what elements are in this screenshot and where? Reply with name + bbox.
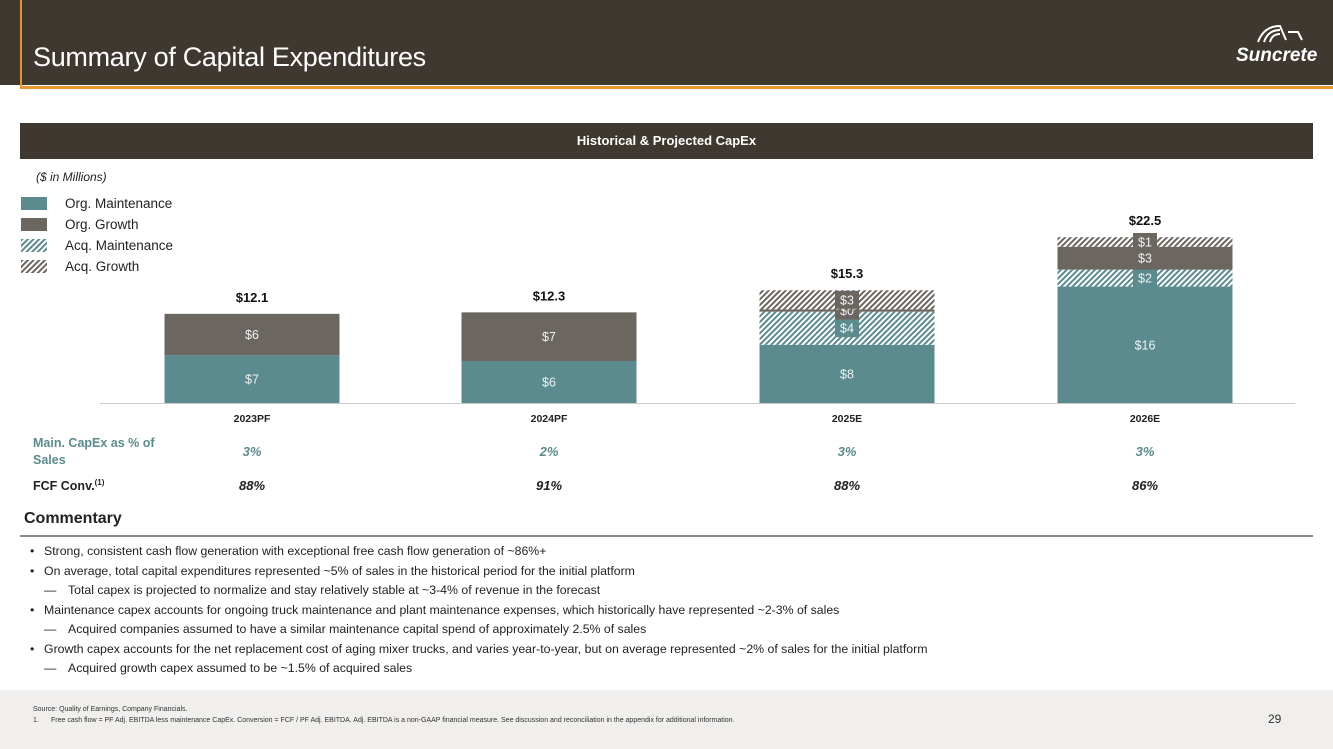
bar-segment-org-growth [461, 312, 637, 361]
section-banner: Historical & Projected CapEx [20, 123, 1313, 159]
bullet: Maintenance capex accounts for ongoing t… [30, 601, 927, 621]
category-label: 2026E [1130, 413, 1160, 425]
commentary-heading: Commentary [24, 510, 122, 527]
maint-pct-value: 3% [837, 444, 857, 459]
sub-bullet: Acquired companies assumed to have a sim… [30, 620, 927, 640]
fcf-conv-value: 86% [1131, 478, 1159, 493]
fcf-conv-value: 88% [238, 478, 266, 493]
row-label-fcf-conv: FCF Conv.(1) [33, 478, 105, 494]
bar-segment-org-maintenance [164, 355, 340, 403]
suncrete-logo: Suncrete [1236, 22, 1326, 67]
bar-segment-org-growth [164, 313, 340, 356]
legend-swatch [21, 197, 47, 210]
data-label: $7 [245, 373, 259, 387]
header-bar [0, 0, 1333, 85]
page-number: 29 [1268, 712, 1282, 726]
data-label: $7 [542, 330, 556, 344]
data-label: $16 [1135, 338, 1156, 352]
legend-item-org-maintenance: Org. Maintenance [21, 196, 172, 211]
data-label-box [1133, 232, 1157, 251]
legend-swatch [21, 260, 47, 273]
category-label: 2023PF [234, 413, 271, 425]
bullet: On average, total capital expenditures r… [30, 562, 927, 582]
category-label: 2025E [832, 413, 862, 425]
capex-chart: $7$6$12.12023PF$6$7$12.32024PF$8$4$0$3$1… [100, 213, 1295, 425]
divider [20, 535, 1313, 537]
data-label-box [835, 319, 859, 338]
logo-icon [1257, 24, 1303, 43]
category-label: 2024PF [531, 413, 568, 425]
total-label: $12.3 [533, 288, 566, 303]
accent-line [20, 0, 22, 89]
legend-item-org-growth: Org. Growth [21, 217, 139, 232]
legend-item-acq-maintenance: Acq. Maintenance [21, 238, 173, 253]
fcf-conv-value: 91% [535, 478, 563, 493]
bar-segment-org-maintenance [759, 344, 935, 403]
legend-swatch [21, 218, 47, 231]
legend-item-acq-growth: Acq. Growth [21, 259, 139, 274]
total-label: $12.1 [236, 290, 269, 305]
footer [0, 690, 1333, 749]
data-label: $6 [245, 328, 259, 342]
data-label: $8 [840, 367, 854, 381]
bullet: Growth capex accounts for the net replac… [30, 640, 927, 660]
bar-segment-org-maintenance [1057, 286, 1233, 403]
total-label: $15.3 [831, 266, 864, 281]
bar-segment-org-maintenance [461, 360, 637, 403]
legend-swatch [21, 239, 47, 252]
commentary-list: Strong, consistent cash flow generation … [30, 542, 927, 679]
data-label: $6 [542, 375, 556, 389]
total-label: $22.5 [1129, 213, 1162, 228]
data-label-box [835, 290, 859, 309]
maint-pct-value: 3% [1135, 444, 1155, 459]
data-label: $3 [1138, 252, 1152, 266]
data-label: $3 [840, 293, 854, 307]
sub-bullet: Total capex is projected to normalize an… [30, 581, 927, 601]
row-label-maint-capex: Main. CapEx as % of Sales [33, 436, 155, 467]
footnote: 1. Free cash flow = PF Adj. EBITDA less m… [33, 717, 735, 724]
maint-pct-value: 2% [539, 444, 559, 459]
fcf-conv-value: 88% [833, 478, 861, 493]
data-label: $1 [1138, 235, 1152, 249]
data-label-box [1133, 269, 1157, 288]
data-label: $2 [1138, 272, 1152, 286]
page-title: Summary of Capital Expenditures [33, 42, 426, 72]
source-note: Source: Quality of Earnings, Company Fin… [33, 706, 188, 713]
bullet: Strong, consistent cash flow generation … [30, 542, 927, 562]
data-label-box [1133, 249, 1157, 268]
sub-bullet: Acquired growth capex assumed to be ~1.5… [30, 659, 927, 679]
maint-pct-value: 3% [242, 444, 262, 459]
accent-line [20, 86, 1333, 89]
data-label: $4 [840, 322, 854, 336]
units-note: ($ in Millions) [36, 170, 107, 184]
